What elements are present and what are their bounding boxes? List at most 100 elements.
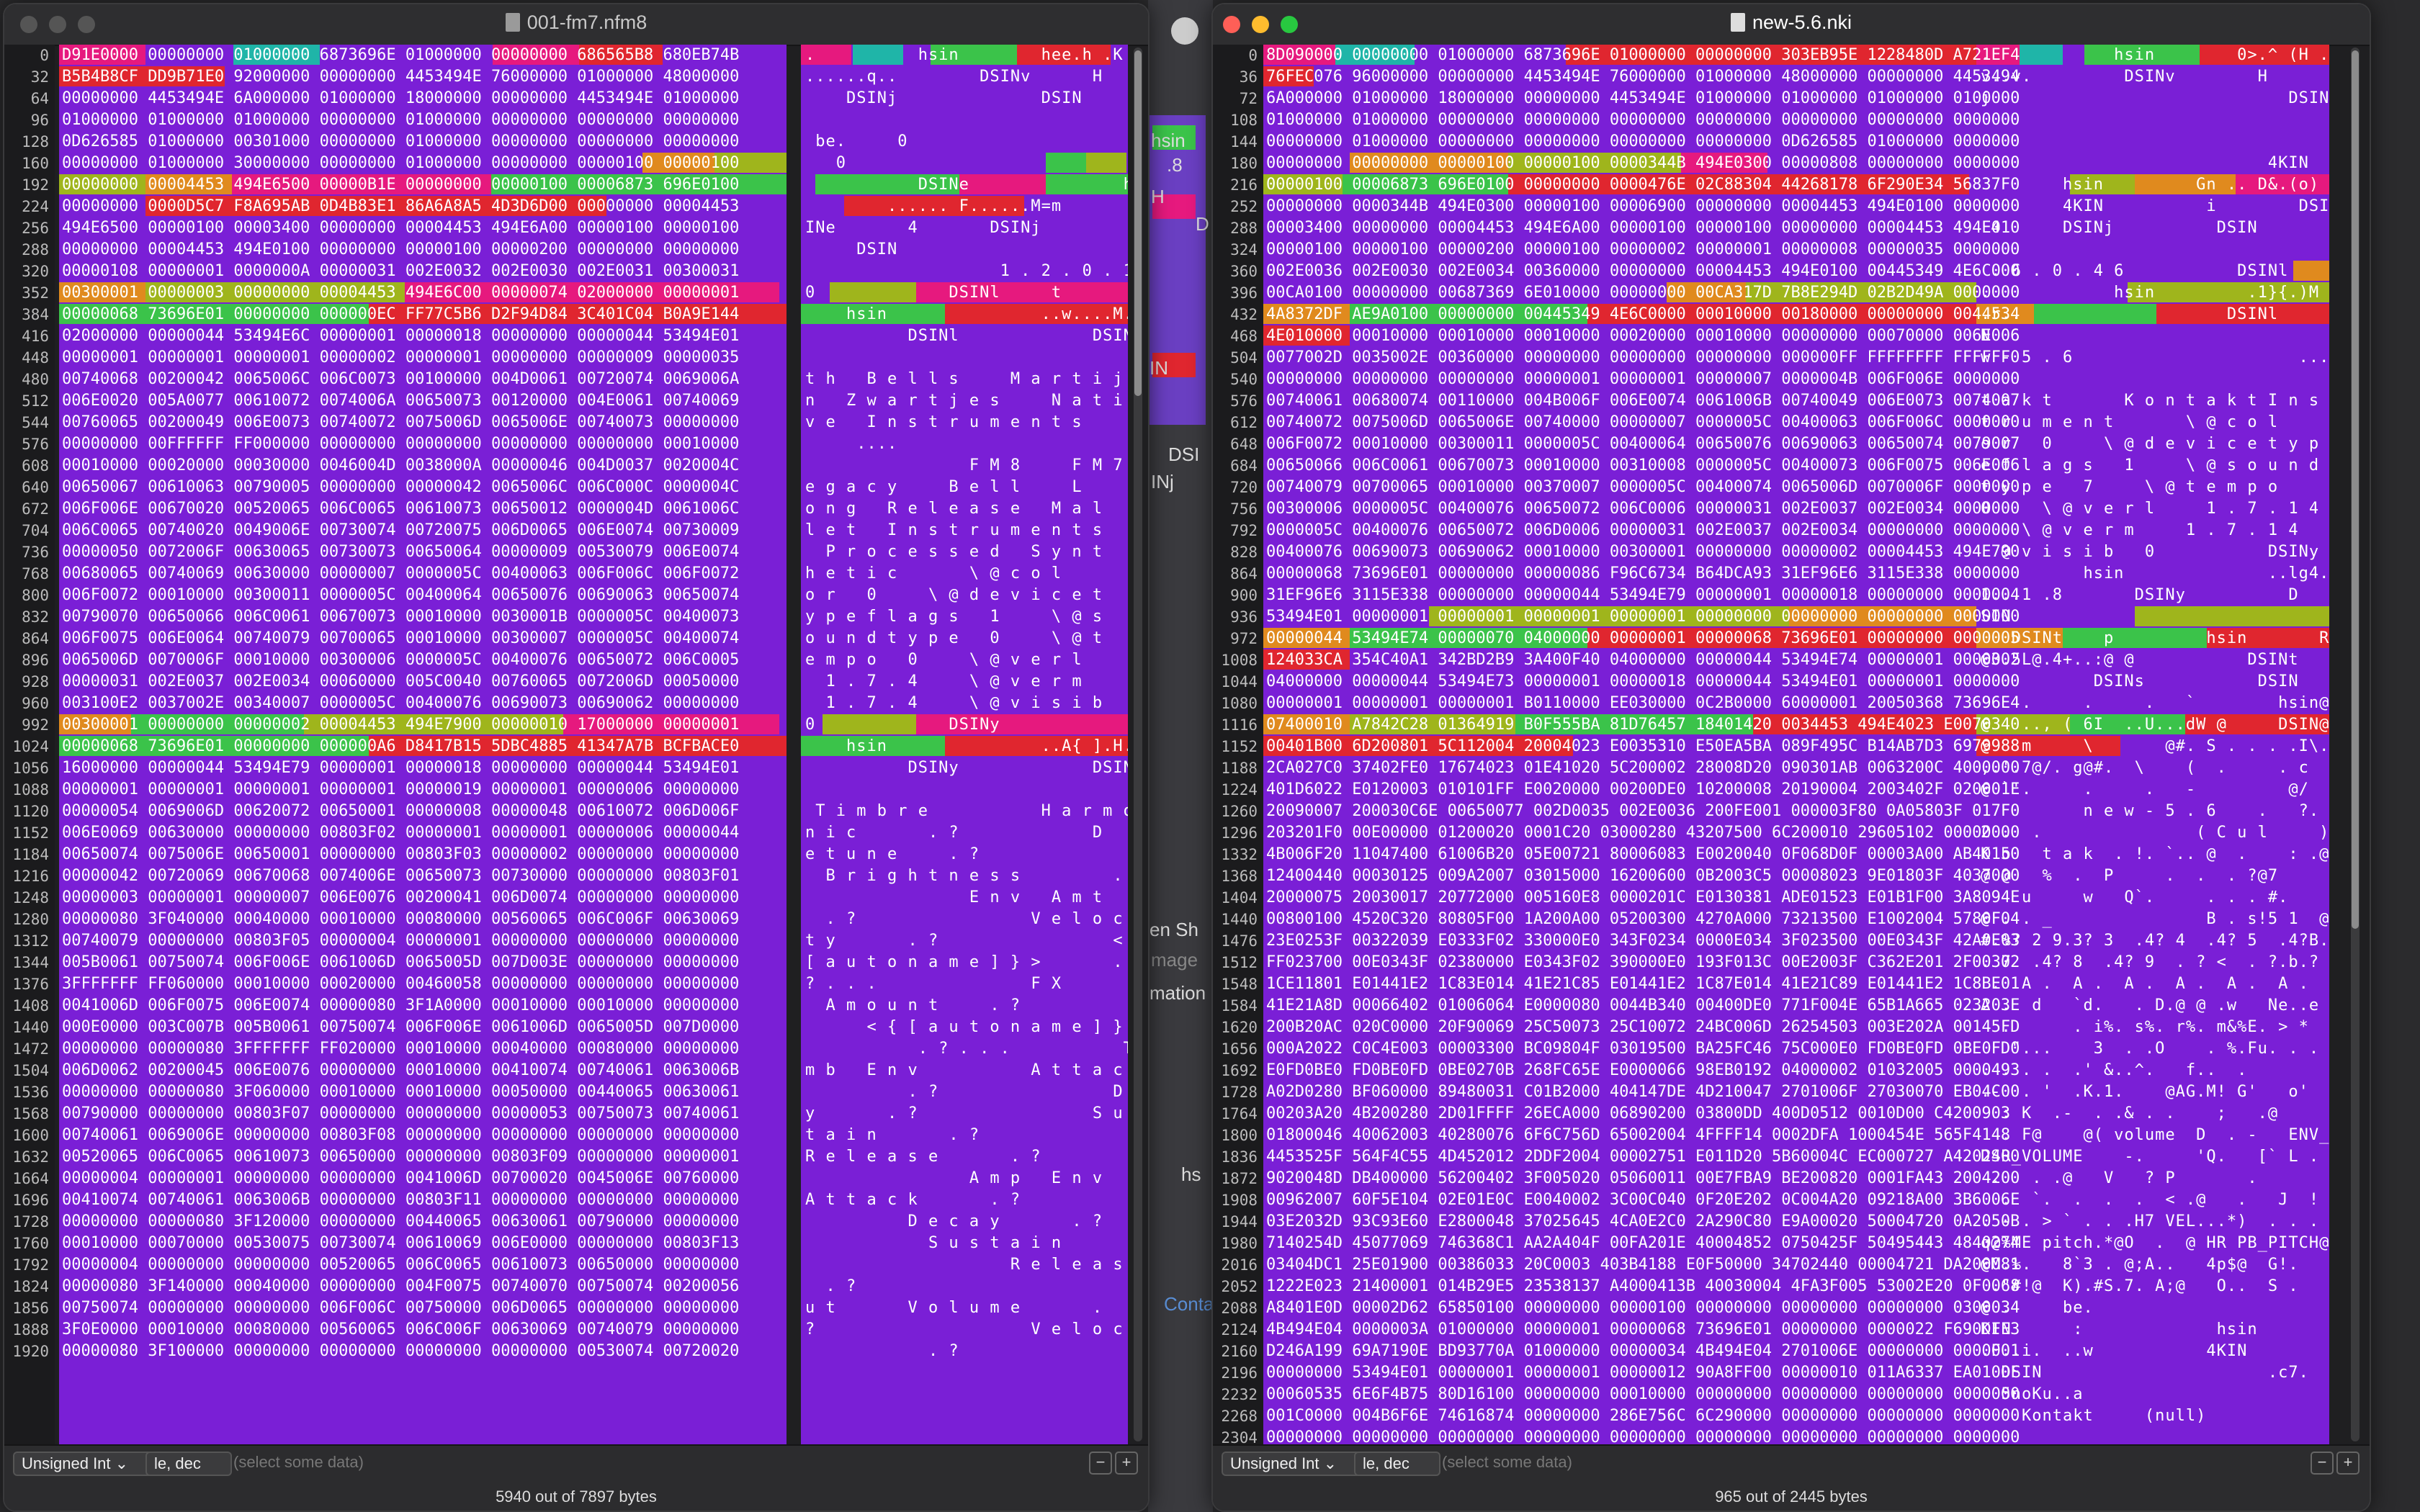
hex-row[interactable]: 20090007 200030C6E 00650077 002D0035 002…	[1263, 801, 2020, 822]
ascii-row[interactable]: A m o u n t . ?	[801, 995, 1128, 1017]
ascii-row[interactable]: 2 . . ( C u l )`Q	[1976, 822, 2329, 844]
ascii-row[interactable]: E n v A m t	[801, 887, 1128, 909]
hex-row[interactable]: 00000000 0000344B 494E0300 00000100 0000…	[1263, 196, 2020, 217]
hex-row[interactable]: 01800046 40062003 40280076 6F6C756D 6500…	[1263, 1125, 2020, 1146]
hex-row[interactable]: 00000000 00FFFFFF FF000000 00000000 0000…	[59, 433, 786, 455]
remove-button[interactable]: −	[2311, 1452, 2334, 1475]
ascii-row[interactable]	[801, 779, 1128, 801]
hex-row[interactable]: 03E2032D 93C93E60 E2800048 37025645 4CA0…	[1263, 1211, 2020, 1233]
hex-row[interactable]: 00000000 00004453 494E6500 00000B1E 0000…	[59, 174, 786, 196]
ascii-view[interactable]: . hsin 0>.^ (H .!.Dv..v. DSINv H DSINj D…	[1976, 45, 2329, 1444]
hex-row[interactable]: 00000001 00000001 00000001 00000002 0000…	[59, 347, 786, 369]
ascii-row[interactable]: t a i n . ?	[801, 1125, 1128, 1146]
ascii-row[interactable]: w - 5 . 6 ........	[1976, 347, 2329, 369]
hex-row[interactable]: 1CE11801 E01441E2 1C83E014 41E21C85 E014…	[1263, 973, 2020, 995]
ascii-row[interactable]: ? . . . F X	[801, 973, 1128, 995]
ascii-row[interactable]: .F..i. ..w 4KIN	[1976, 1341, 2329, 1362]
ascii-row[interactable]: 0 DSINl t	[801, 282, 1128, 304]
ascii-row[interactable]: . `. . . . < .@ . J ! . ;` .	[1976, 1189, 2329, 1211]
hex-row[interactable]: 00650074 0075006E 00650001 00000000 0080…	[59, 844, 786, 865]
hex-row[interactable]: 03404DC1 25E01900 00386033 20C0003 403B4…	[1263, 1254, 2020, 1276]
ascii-row[interactable]: m b E n v A t t a c k	[801, 1060, 1128, 1081]
hex-row[interactable]: 0065006D 0070006F 00010000 00300006 0000…	[59, 649, 786, 671]
hex-row[interactable]: 8D090000 00000000 01000000 6873696E 0100…	[1263, 45, 2020, 66]
hex-row[interactable]: 00000001 00000001 00000001 00000001 0000…	[59, 779, 786, 801]
hex-row[interactable]: 00410074 00740061 0063006B 00000000 0080…	[59, 1189, 786, 1211]
ascii-row[interactable]: 1 . 2 . 0 . 1 0 1	[801, 261, 1128, 282]
ascii-row[interactable]: . A . A . A . A . A . A . A .	[1976, 973, 2329, 995]
ascii-row[interactable]: A t t a c k . ?	[801, 1189, 1128, 1211]
ascii-row[interactable]: u w Q`. . . . #. : . .	[1976, 887, 2329, 909]
hex-row[interactable]: 00000000 00004453 494E0100 00000000 0000…	[59, 239, 786, 261]
hex-row[interactable]: 00000080 3F100000 00000000 00000000 0000…	[59, 1341, 786, 1362]
ascii-row[interactable]: 5	[801, 347, 1128, 369]
ascii-row[interactable]: @ v i s i b 0 DSINy	[1976, 541, 2329, 563]
ascii-row[interactable]: DSR_VOLUME -. 'Q. [` L . '. $	[1976, 1146, 2329, 1168]
hex-row[interactable]: 00760065 00200049 006E0073 00740072 0075…	[59, 412, 786, 433]
ascii-row[interactable]	[1976, 1427, 2329, 1444]
ascii-row[interactable]: t r u m e n t \ @ c o l	[1976, 412, 2329, 433]
ascii-row[interactable]: t y . ? < {	[801, 930, 1128, 952]
hex-row[interactable]: 01000000 01000000 01000000 00000000 0100…	[59, 109, 786, 131]
ascii-row[interactable]: e g a c y B e l l L	[801, 477, 1128, 498]
hex-row[interactable]: E0FD0BE0 FD0BE0FD 0BE0270B 268FC65E E000…	[1263, 1060, 2020, 1081]
ascii-row[interactable]: @ `'. . . - @/ .	[1976, 779, 2329, 801]
hex-row[interactable]: 006D0062 00200045 006E0076 00000000 0001…	[59, 1060, 786, 1081]
ascii-row[interactable]: . . i%. s%. r%. m&%E. > * E.	[1976, 1017, 2329, 1038]
hex-row[interactable]: 200B20AC 020C0000 20F90069 25C50073 25C1…	[1263, 1017, 2020, 1038]
hex-row[interactable]: 4453525F 564F4C55 4D452012 2DDF2004 0000…	[1263, 1146, 2020, 1168]
ascii-row[interactable]: 5	[1976, 239, 2329, 261]
hex-row[interactable]: 006F0072 00010000 00300011 0000005C 0040…	[1263, 433, 2020, 455]
hex-row[interactable]: B5B4B8CF DD9B71E0 92000000 00000000 4453…	[59, 66, 786, 88]
ascii-row[interactable]: ....	[801, 433, 1128, 455]
hex-row[interactable]: A02D0280 BF060000 89480031 C01B2000 4041…	[1263, 1081, 2020, 1103]
ascii-row[interactable]: e t u n e . ?	[801, 844, 1128, 865]
ascii-row[interactable]: hsin ..w....M.<@ ...D	[801, 304, 1128, 325]
hex-row[interactable]: 00000000 00000080 3F120000 00000000 0044…	[59, 1211, 786, 1233]
hex-row[interactable]: 00CA0100 00000000 00687369 6E010000 0000…	[1263, 282, 2020, 304]
hex-row[interactable]: 006E0020 005A0077 00610072 0074006A 0065…	[59, 390, 786, 412]
ascii-row[interactable]: t a k t K o n t a k t I n s	[1976, 390, 2329, 412]
ascii-row[interactable]: @ m \ @#. S . . . .I\.J..iy..	[1976, 736, 2329, 757]
hex-row[interactable]: 2CA027C0 37402FE0 17674023 01E41020 5C20…	[1263, 757, 2020, 779]
ascii-row[interactable]: . hsin 0>.^ (H .!.D	[1976, 45, 2329, 66]
hex-row[interactable]: 00000000 53494E01 00000001 00000001 0000…	[1263, 1362, 2020, 1384]
hex-row[interactable]: 00000000 00000000 00000000 00000001 0000…	[1263, 369, 2020, 390]
ascii-row[interactable]: ? V e l o c i t y	[801, 1319, 1128, 1341]
add-button[interactable]: +	[2336, 1452, 2360, 1475]
ascii-row[interactable]: B r i g h t n e s s . ?	[801, 865, 1128, 887]
hex-row[interactable]: 4B494E04 0000003A 01000000 00000001 0000…	[1263, 1319, 2020, 1341]
hex-row[interactable]: 07400010 A7842C28 01364919 B0F555BA 81D7…	[1263, 714, 2020, 736]
ascii-row[interactable]: INe 4 DSINj	[801, 217, 1128, 239]
ascii-row[interactable]: hsin Gn .. D&.(o) 4V.	[1976, 174, 2329, 196]
hex-row[interactable]: 00740068 00200042 0065006C 006C0073 0010…	[59, 369, 786, 390]
ascii-row[interactable]: o n g R e l e a s e M a l	[801, 498, 1128, 520]
hex-view[interactable]: D91E0000 00000000 01000000 6873696E 0100…	[59, 45, 786, 1444]
ascii-row[interactable]: ."#!@ K).#S.7. A;@ O.. S . k"	[1976, 1276, 2329, 1297]
ascii-view[interactable]: . hsin hee.h .K ......q.. DSINv H DSINj D…	[801, 45, 1128, 1444]
hex-row[interactable]: 3FFFFFFF FF060000 00010000 00020000 0046…	[59, 973, 786, 995]
ascii-row[interactable]: . ? O u t p	[801, 1276, 1128, 1297]
ascii-row[interactable]	[801, 109, 1128, 131]
hex-row[interactable]: 00000068 73696E01 00000000 000000EC FF77…	[59, 304, 786, 325]
hex-row[interactable]: 9020048D DB400000 56200402 3F005020 0506…	[1263, 1168, 2020, 1189]
hex-row[interactable]: 00000100 00006873 696E0100 00000000 0000…	[1263, 174, 2020, 196]
title-bar[interactable]: new-5.6.nki	[1213, 4, 2370, 46]
ascii-row[interactable]: t h B e l l s M a r t i j	[801, 369, 1128, 390]
ascii-row[interactable]: q@%ME pitch.*@O . @ HR PB_PITCH@'@	[1976, 1233, 2329, 1254]
ascii-row[interactable]: T i m b r e H a r m o	[801, 801, 1128, 822]
hex-row[interactable]: A8401E0D 00002D62 65850100 00000000 0000…	[1263, 1297, 2020, 1319]
hex-row[interactable]: 003100E2 0037002E 00340007 0000005C 0040…	[59, 693, 786, 714]
app-icon[interactable]	[1171, 17, 1198, 45]
hex-row[interactable]: 00000000 4453494E 6A000000 01000000 1800…	[59, 88, 786, 109]
ascii-row[interactable]: \ @ v e r m 1 . 7 . 1 4	[1976, 520, 2329, 541]
ascii-row[interactable]: @ .., ( 6I ..U...dW @ DSIN@#. @	[1976, 714, 2329, 736]
ascii-row[interactable]: y . ? S u s	[801, 1103, 1128, 1125]
hex-row[interactable]: 23E0253F 00322039 E0333F02 330000E0 343F…	[1263, 930, 2020, 952]
ascii-row[interactable]: 0 0 0	[1976, 131, 2329, 153]
ascii-row[interactable]: ......q.. DSINv H	[801, 66, 1128, 88]
ascii-row[interactable]: @ . . _ B . s!5 1 @W..@	[1976, 909, 2329, 930]
ascii-row[interactable]: .- . ' .K.1. @AG.M! G' o' p.	[1976, 1081, 2329, 1103]
hex-row[interactable]: 00003400 00000000 00004453 494E6A00 0000…	[1263, 217, 2020, 239]
hex-row[interactable]: 00400076 00690073 00690062 00010000 0030…	[1263, 541, 2020, 563]
